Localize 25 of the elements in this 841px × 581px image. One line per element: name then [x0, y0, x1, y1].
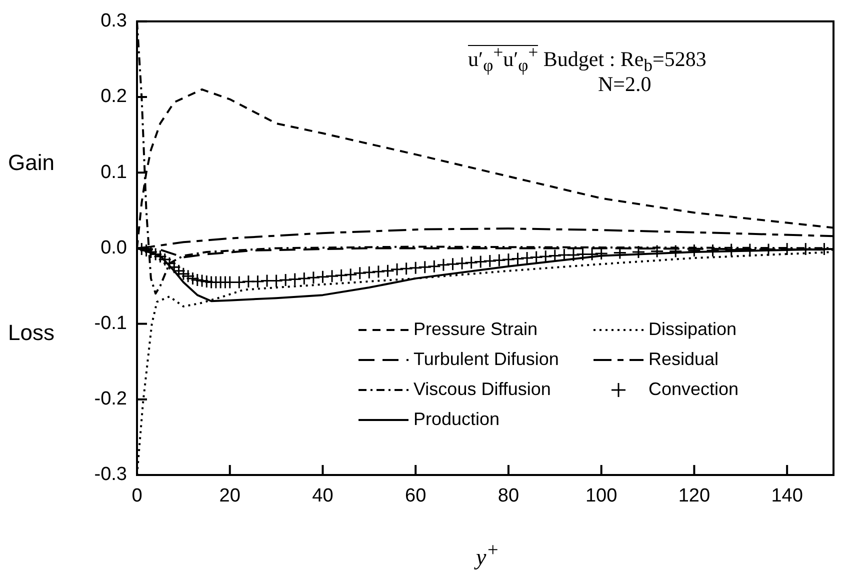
- y-tick-label: 0.2: [100, 86, 127, 108]
- y-tick-label: 0.1: [100, 162, 127, 183]
- legend-label: Residual: [648, 348, 719, 369]
- x-tick-label: 60: [405, 486, 426, 507]
- legend-label: Turbulent Difusion: [414, 348, 559, 369]
- x-tick-label: 100: [585, 486, 618, 507]
- y-tick-label: -0.1: [94, 313, 127, 334]
- x-tick-label: 140: [771, 486, 803, 507]
- legend-label: Pressure Strain: [414, 318, 538, 339]
- y-tick-label: -0.2: [94, 388, 127, 410]
- x-tick-label: 0: [132, 486, 142, 507]
- legend-label: Convection: [648, 378, 739, 399]
- text: Loss: [8, 320, 54, 346]
- x-tick-label: 120: [678, 486, 710, 507]
- y-tick-label: -0.3: [94, 464, 127, 486]
- y-tick-label: 0.0: [100, 237, 127, 258]
- text: Gain: [8, 150, 54, 176]
- legend-label: Production: [414, 408, 500, 429]
- y-tick-label: 0.3: [100, 10, 127, 32]
- x-tick-label: 20: [219, 486, 240, 507]
- x-axis-title: y$^{+}$: [476, 540, 500, 571]
- x-tick-label: 40: [312, 486, 334, 507]
- legend-label: Viscous Diffusion: [414, 378, 551, 399]
- x-tick-label: 80: [498, 486, 520, 507]
- legend-label: Dissipation: [648, 318, 737, 339]
